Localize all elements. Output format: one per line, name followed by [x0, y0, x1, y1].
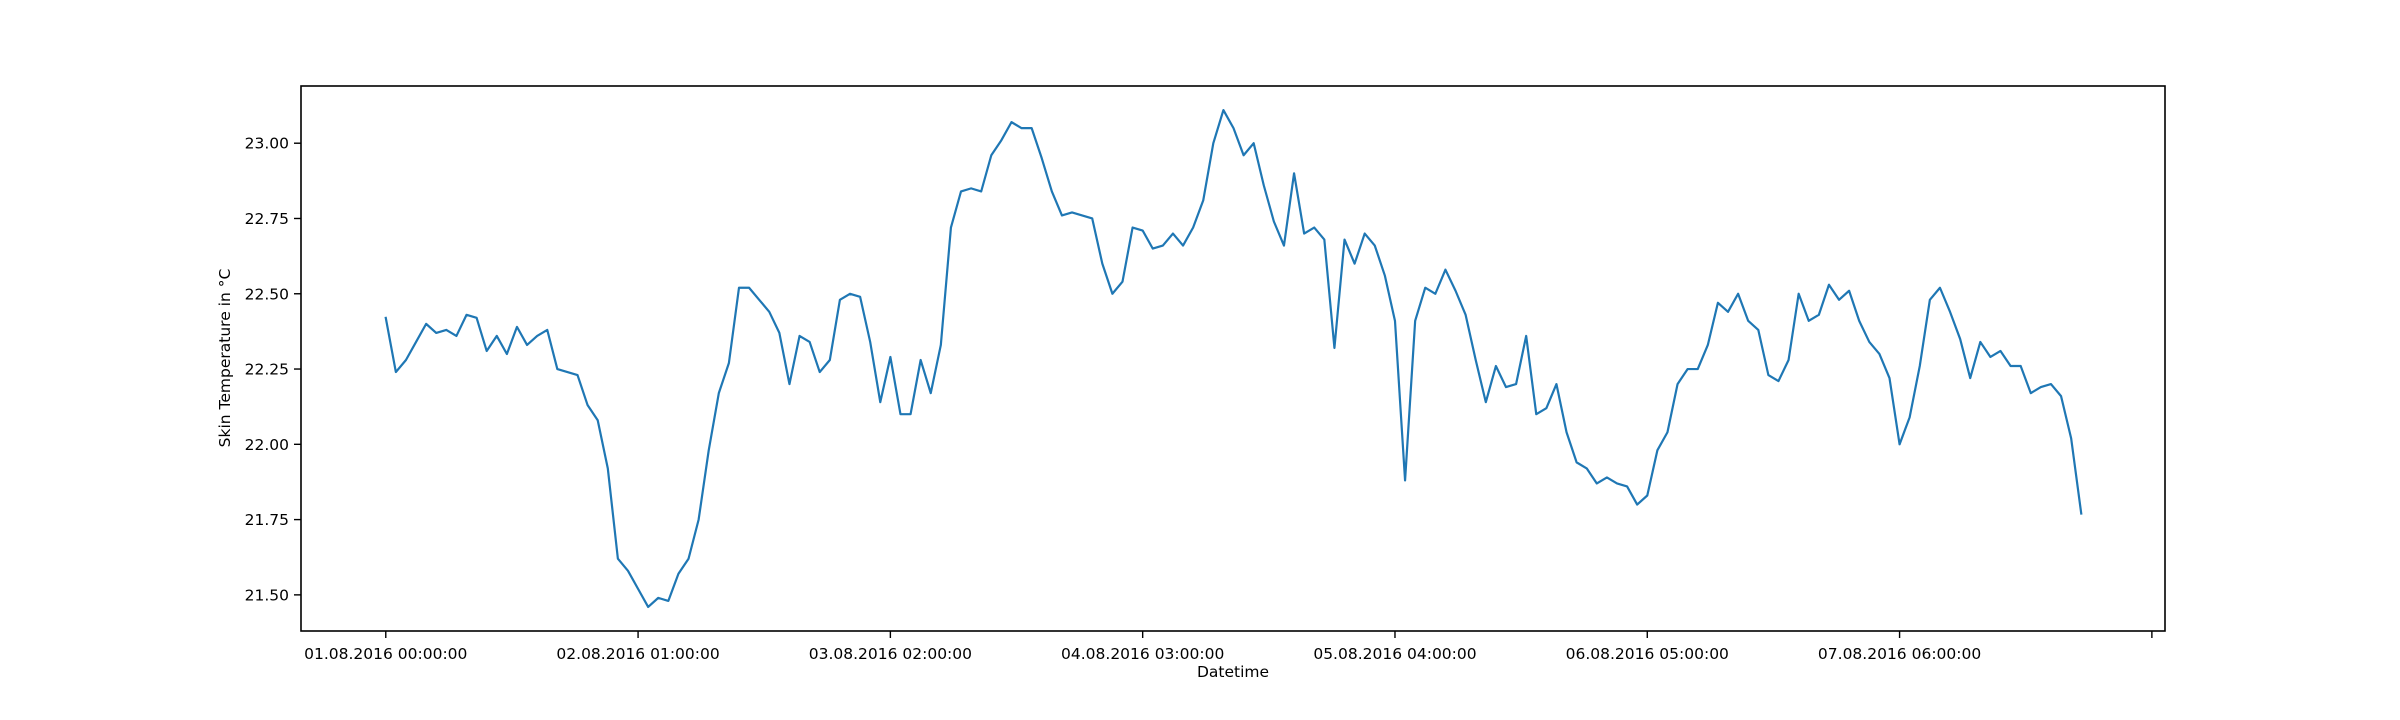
y-tick-label: 21.50	[245, 586, 289, 604]
y-tick-label: 21.75	[245, 511, 289, 529]
x-axis-label: Datetime	[1197, 663, 1269, 681]
x-axis: 01.08.2016 00:00:00 02.08.2016 01:00:00 03…	[304, 631, 2153, 663]
y-tick-label: 22.00	[245, 436, 289, 454]
y-axis: 21.50 21.75 22.00 22.25 22.50 22.75 23.00	[245, 135, 301, 604]
x-tick-label: 02.08.2016 01:00:00	[556, 645, 719, 663]
y-tick-label: 22.50	[245, 285, 289, 303]
x-tick-label: 06.08.2016 05:00:00	[1566, 645, 1729, 663]
plot-frame	[300, 85, 2166, 632]
y-tick-label: 22.75	[245, 210, 289, 228]
y-axis-label: Skin Temperature in °C	[216, 269, 234, 448]
x-tick-label: 05.08.2016 04:00:00	[1313, 645, 1476, 663]
y-tick-label: 22.25	[245, 361, 289, 379]
x-tick-label: 07.08.2016 06:00:00	[1818, 645, 1981, 663]
x-tick-label: 04.08.2016 03:00:00	[1061, 645, 1224, 663]
series-layer	[384, 108, 2083, 609]
x-tick-label: 01.08.2016 00:00:00	[304, 645, 467, 663]
series-line-0	[384, 108, 2083, 609]
x-tick-label: 03.08.2016 02:00:00	[809, 645, 972, 663]
y-tick-label: 23.00	[245, 135, 289, 153]
